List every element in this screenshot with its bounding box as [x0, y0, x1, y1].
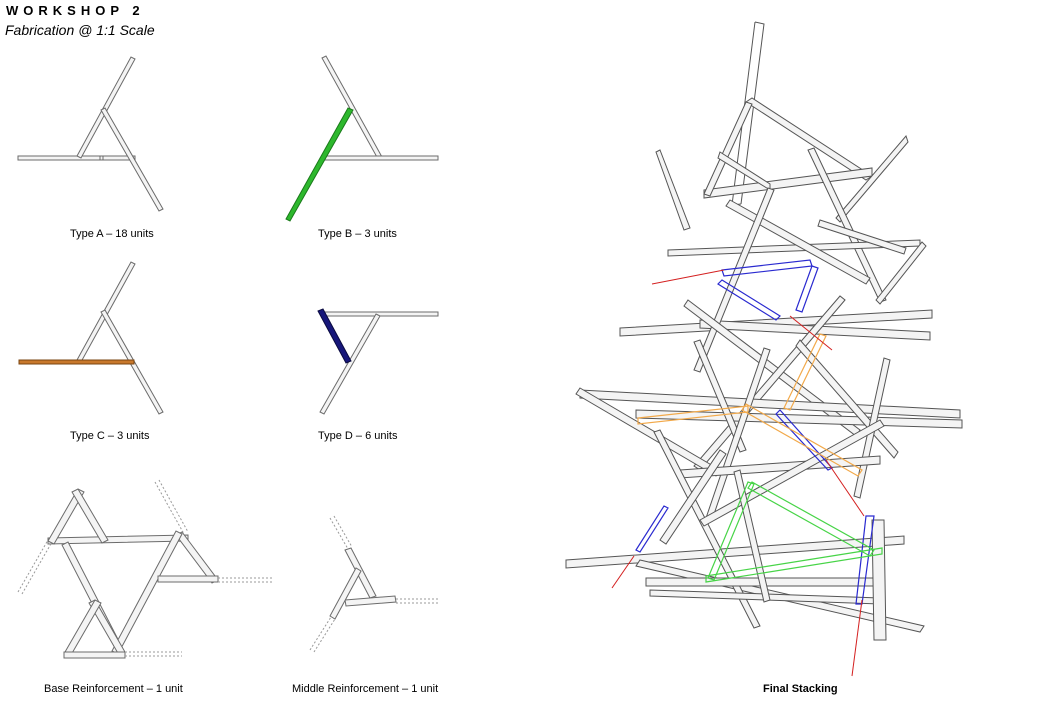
caption-type-d: Type D – 6 units	[318, 430, 398, 442]
caption-final-stacking: Final Stacking	[763, 683, 838, 695]
final-stacking-blue-frames	[635, 259, 875, 605]
final-stacking-orange-frame	[637, 333, 863, 477]
caption-type-a: Type A – 18 units	[70, 228, 154, 240]
final-stacking-green-frame	[705, 481, 883, 583]
caption-type-c: Type C – 3 units	[70, 430, 150, 442]
type-c-module	[18, 261, 164, 415]
caption-type-b: Type B – 3 units	[318, 228, 397, 240]
caption-base-reinforcement: Base Reinforcement – 1 unit	[44, 683, 183, 695]
type-b-module	[285, 55, 439, 222]
type-d-module	[317, 308, 439, 415]
type-d-highlight-member	[317, 308, 352, 364]
type-c-highlight-member	[18, 359, 135, 365]
final-stacking-red-markers	[611, 269, 865, 677]
type-b-highlight-member	[285, 107, 354, 222]
base-reinforcement-module	[17, 479, 272, 659]
page-subtitle: Fabrication @ 1:1 Scale	[5, 22, 155, 38]
type-a-module	[17, 56, 164, 212]
middle-reinforcement-module	[309, 515, 440, 653]
page-title: WORKSHOP 2	[6, 3, 145, 18]
caption-middle-reinforcement: Middle Reinforcement – 1 unit	[292, 683, 439, 695]
final-stacking-model	[565, 21, 963, 641]
